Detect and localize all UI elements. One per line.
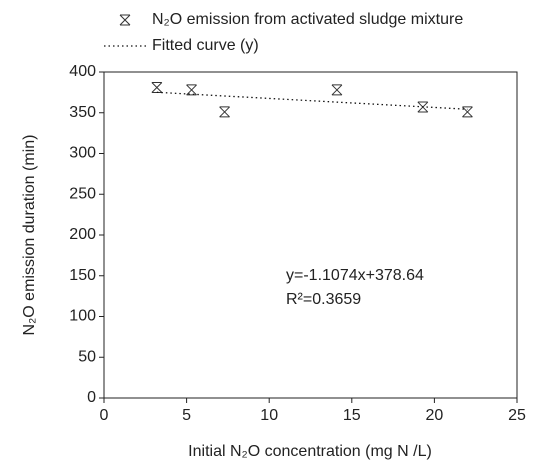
x-tick-label: 5 (182, 407, 191, 424)
x-tick-label: 20 (426, 407, 444, 424)
equation-annotation: y=-1.1074x+378.64 (286, 267, 424, 284)
y-tick-label: 300 (69, 145, 96, 162)
x-tick-label: 10 (260, 407, 278, 424)
y-tick-label: 0 (87, 389, 96, 406)
fitted-line (156, 91, 468, 110)
y-tick-label: 250 (69, 185, 96, 202)
data-point (462, 106, 473, 118)
plot-frame (103, 71, 518, 399)
legend-marker (119, 14, 131, 26)
x-tick-label: 0 (100, 407, 109, 424)
data-point (331, 84, 343, 96)
x-axis-title: Initial N₂O concentration (mg N /L) (188, 443, 432, 460)
y-tick-label: 50 (78, 348, 96, 365)
y-tick-label: 350 (69, 104, 96, 121)
data-point (151, 81, 163, 93)
y-tick-label: 200 (69, 226, 96, 243)
x-tick-label: 25 (508, 407, 526, 424)
r2-annotation: R²=0.3659 (286, 291, 361, 308)
legend-label: Fitted curve (y) (152, 37, 259, 54)
y-tick-label: 400 (69, 63, 96, 80)
y-tick-label: 150 (69, 267, 96, 284)
legend-label: N₂O emission from activated sludge mixtu… (152, 11, 463, 28)
data-point (186, 84, 197, 96)
y-tick-label: 100 (69, 308, 96, 325)
x-tick-label: 15 (343, 407, 361, 424)
data-point (219, 106, 230, 118)
y-axis-title: N₂O emission duration (min) (21, 135, 38, 336)
